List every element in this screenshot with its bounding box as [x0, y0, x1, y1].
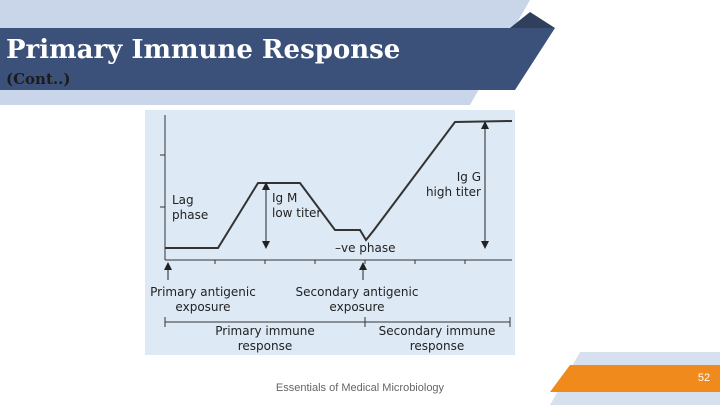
primary-exposure-label: Primary antigenic exposure	[150, 285, 256, 314]
negative-phase-label: –ve phase	[335, 241, 396, 255]
footer-text: Essentials of Medical Microbiology	[276, 382, 445, 394]
slide-title: Primary Immune Response	[6, 35, 400, 65]
primary-response-label: Primary immune response	[215, 324, 315, 353]
response-bracket	[164, 317, 511, 327]
header-banner	[0, 28, 555, 90]
slide-subtitle: (Cont..)	[6, 70, 70, 88]
axes	[160, 115, 512, 264]
header-corner	[510, 12, 555, 28]
response-curve	[165, 120, 513, 249]
lag-phase-label: Lag phase	[172, 193, 208, 222]
figure-background	[145, 110, 515, 355]
secondary-response-label: Secondary immune response	[379, 324, 496, 353]
page-number: 52	[698, 372, 710, 384]
secondary-exposure-label: Secondary antigenic exposure	[296, 285, 419, 314]
footer-accent	[550, 365, 720, 392]
